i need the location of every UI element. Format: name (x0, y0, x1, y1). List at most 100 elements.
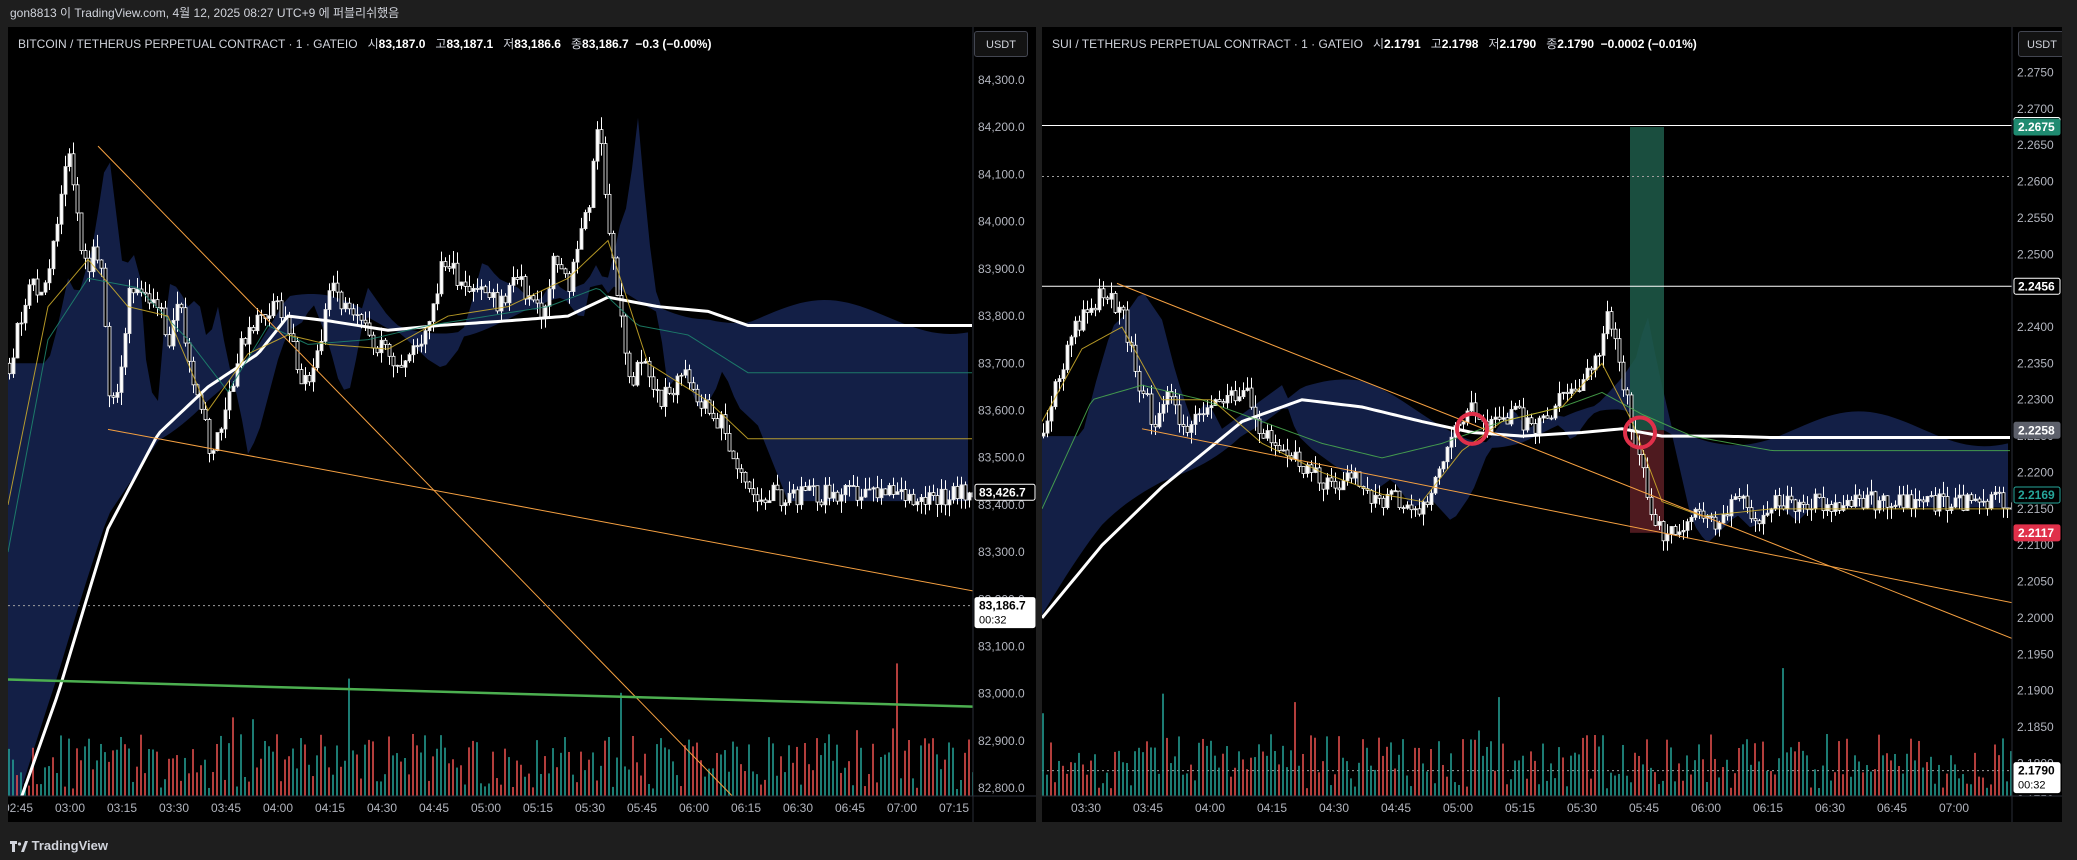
volume-bar (692, 746, 694, 797)
volume-bar (1882, 755, 1884, 797)
volume-bar (808, 764, 810, 797)
volume-bar (424, 735, 426, 797)
volume-bar (184, 757, 186, 797)
candle-body (1753, 518, 1758, 522)
volume-bar (1858, 761, 1860, 797)
volume-bar (1934, 783, 1936, 797)
volume-bar (1178, 736, 1180, 797)
candle-body (651, 376, 656, 390)
candle-body (1333, 480, 1338, 489)
volume-bar (580, 751, 582, 797)
volume-bar (264, 740, 266, 797)
volume-bar (1058, 760, 1060, 797)
candle-body (351, 308, 356, 316)
volume-bar (1862, 772, 1864, 797)
candle-body (923, 496, 928, 505)
volume-bar (1066, 773, 1068, 797)
volume-bar (544, 756, 546, 797)
candle-body (439, 261, 444, 295)
candle-body (1953, 497, 1958, 508)
candle-body (1509, 409, 1514, 425)
candle-body (383, 339, 388, 345)
volume-bar (52, 757, 54, 797)
candle-body (243, 338, 248, 345)
volume-bar (672, 761, 674, 797)
candle-body (1941, 493, 1946, 497)
volume-bar (1958, 778, 1960, 797)
volume-bar (724, 750, 726, 797)
price-label-box (2013, 118, 2061, 136)
candle-body (1657, 521, 1662, 526)
candle-body (1197, 413, 1202, 416)
time-axis (1042, 796, 2062, 822)
volume-bar (728, 771, 730, 797)
candle-body (443, 261, 448, 268)
volume-bar (1306, 788, 1308, 797)
candle-body (295, 341, 300, 370)
candle-body (1057, 378, 1062, 383)
volume-bar (1702, 759, 1704, 797)
candle-body (1273, 442, 1278, 446)
volume-bar (768, 737, 770, 797)
volume-bar (1762, 741, 1764, 797)
volume-bar (1982, 777, 1984, 797)
sui-quote-currency-button[interactable]: USDT (2018, 31, 2062, 57)
volume-bar (1538, 784, 1540, 797)
sui-chart-panel[interactable]: SUI / TETHERUS PERPETUAL CONTRACT · 1 · … (1042, 27, 2062, 822)
x-tick-label: 06:45 (1877, 801, 1907, 815)
tradingview-logo[interactable]: TradingView (10, 832, 108, 860)
x-tick-label: 04:15 (315, 801, 345, 815)
candle-body (227, 391, 232, 411)
candle-body (1249, 387, 1254, 408)
volume-bar (1794, 751, 1796, 797)
candle-body (1981, 500, 1986, 503)
candle-body (151, 299, 156, 304)
candle-body (247, 326, 252, 345)
candle-body (123, 333, 128, 368)
volume-bar (1598, 746, 1600, 797)
btc-quote-currency-button[interactable]: USDT (974, 31, 1028, 57)
volume-bar (712, 768, 714, 797)
candle-body (1121, 306, 1126, 311)
volume-bar (364, 744, 366, 797)
publish-header-text: gon8813 이 TradingView.com, 4월 12, 2025 0… (10, 6, 400, 20)
candle-body (1225, 394, 1230, 404)
candle-body (1413, 508, 1418, 511)
y-tick-label: 2.2400 (2017, 320, 2054, 334)
volume-bar (1894, 753, 1896, 797)
volume-bar (1654, 772, 1656, 797)
candle-body (327, 290, 332, 310)
candle-body (1945, 496, 1950, 511)
candle-body (795, 489, 800, 506)
candle-body (791, 489, 796, 494)
volume-bar (1966, 783, 1968, 797)
candle-body (319, 340, 324, 352)
volume-bar (892, 728, 894, 797)
volume-bar (1998, 755, 2000, 797)
price-label: 2.2169 (2018, 488, 2055, 502)
volume-bar (476, 742, 478, 797)
candle-body (1501, 417, 1506, 420)
candle-body (1277, 445, 1282, 451)
x-tick-label: 06:00 (679, 801, 709, 815)
volume-bar (1074, 762, 1076, 797)
volume-bar (256, 767, 258, 797)
candle-body (1445, 446, 1450, 463)
candle-body (111, 395, 116, 398)
btc-chart-svg: 84,300.0 84,200.0 84,100.0 84,000.0 83,900.0… (8, 27, 1036, 822)
candle-body (451, 262, 456, 269)
x-tick-label: 03:00 (55, 801, 85, 815)
candle-body (1153, 423, 1158, 428)
candle-body (1773, 495, 1778, 510)
volume-bar (1090, 760, 1092, 797)
candle-body (99, 259, 104, 269)
btc-chart-panel[interactable]: BITCOIN / TETHERUS PERPETUAL CONTRACT · … (8, 27, 1036, 822)
candle-body (479, 286, 484, 290)
volume-bar (956, 788, 958, 797)
candle-body (1625, 389, 1630, 396)
volume-bar (616, 757, 618, 797)
volume-bar (60, 735, 62, 797)
candle-body (91, 246, 96, 273)
candle-body (103, 267, 108, 327)
candle-body (1385, 493, 1390, 508)
